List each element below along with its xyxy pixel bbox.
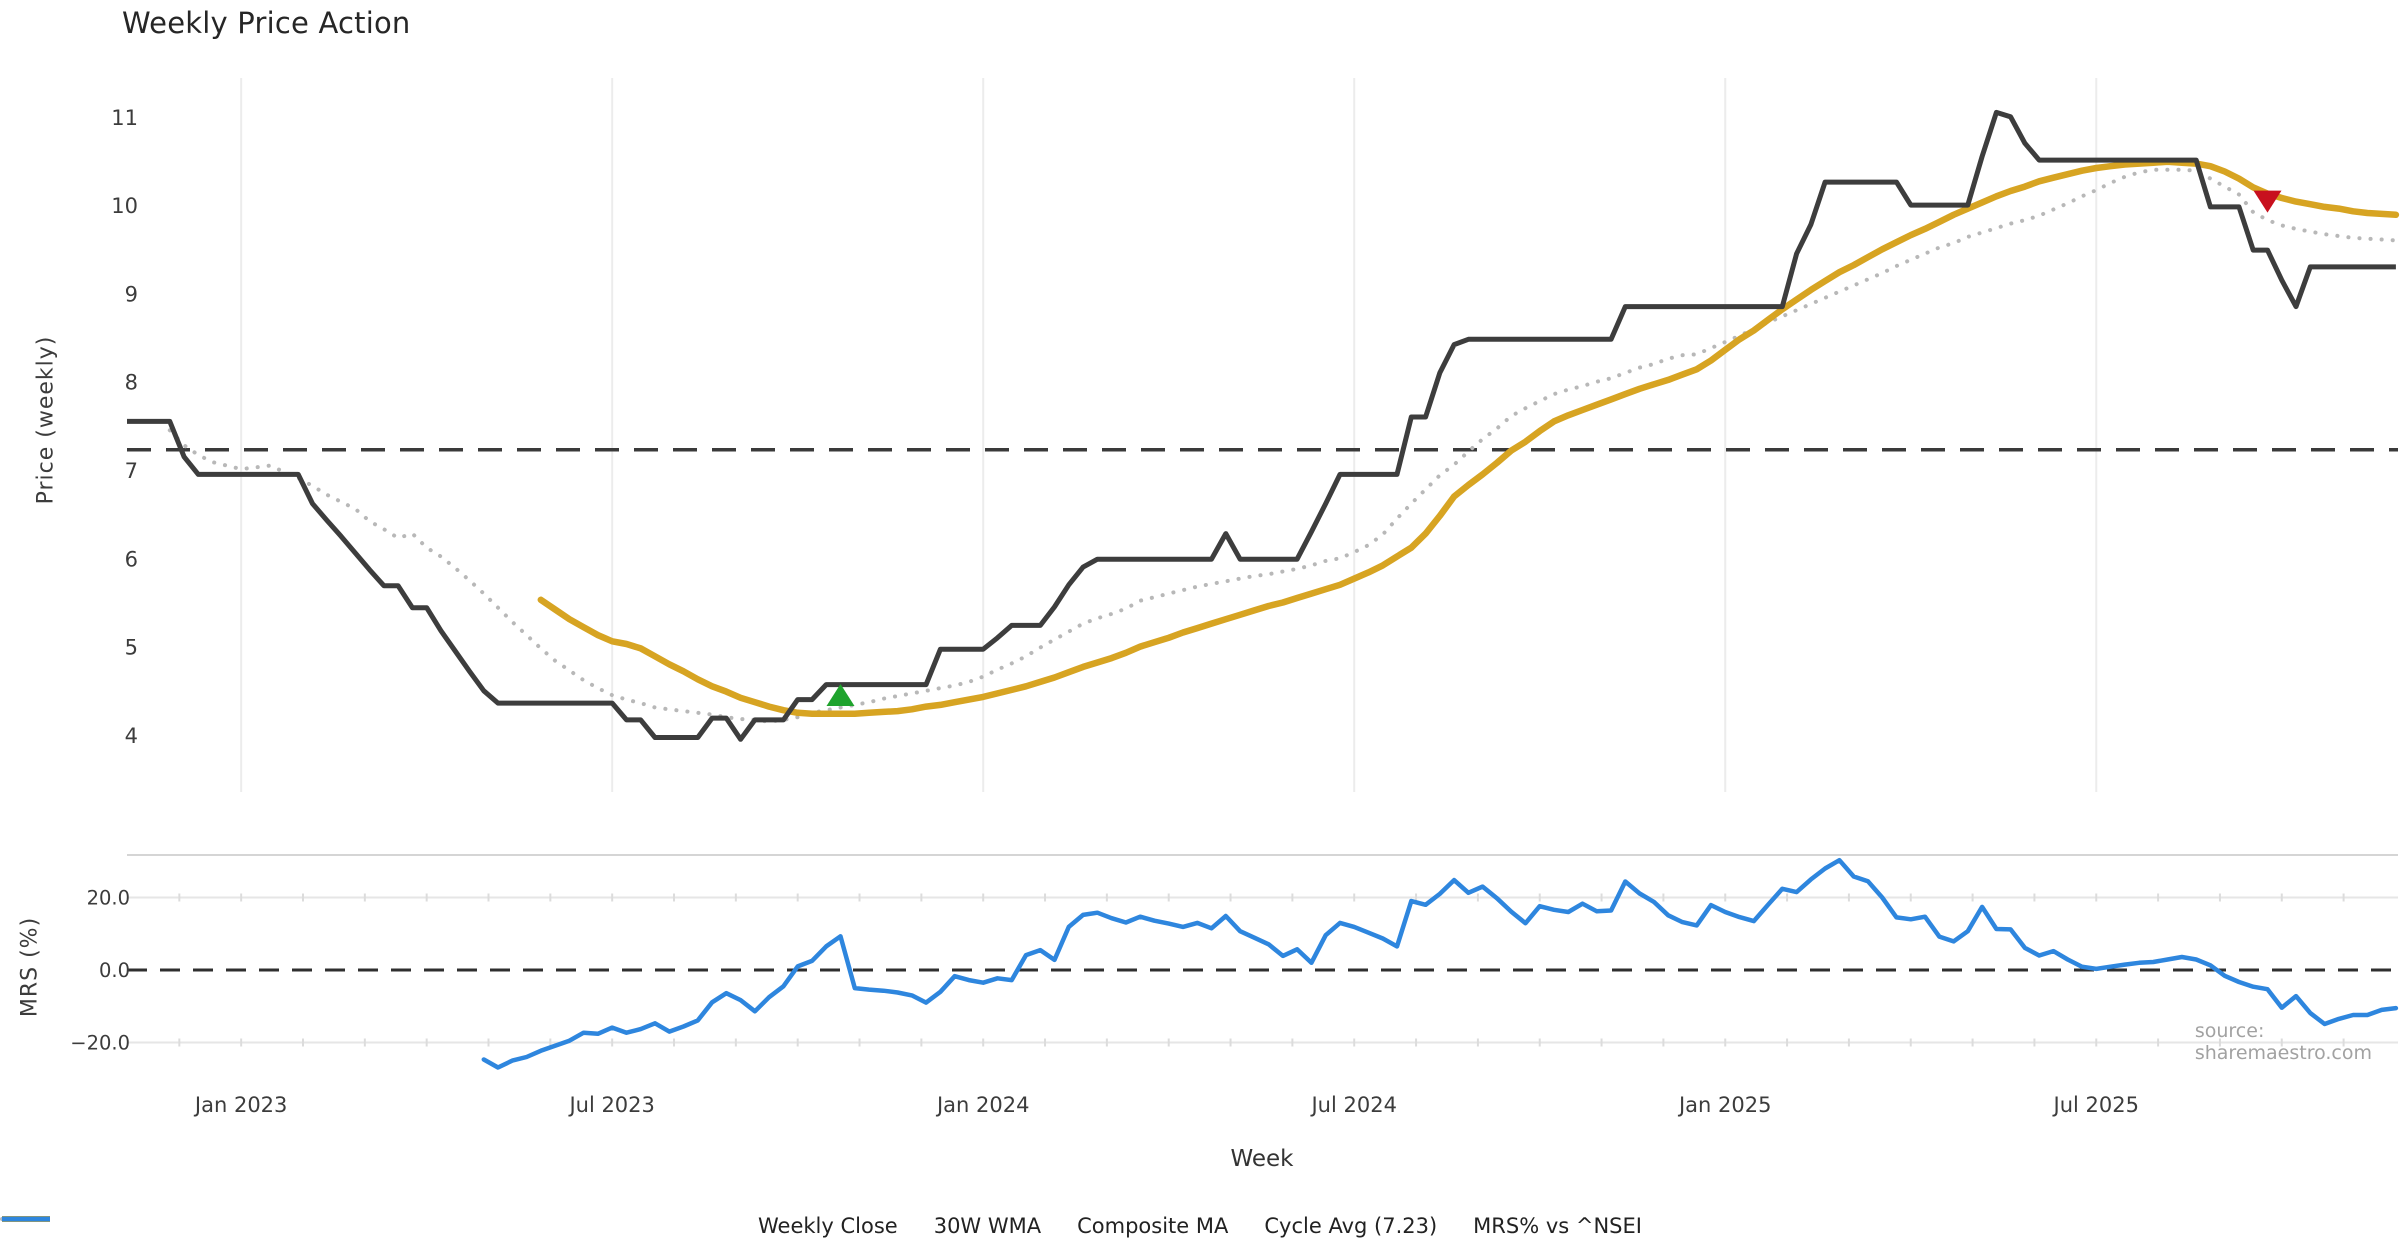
- legend: Weekly Close 30W WMA Composite MA Cycle …: [0, 1214, 2400, 1238]
- x-axis-label: Week: [1230, 1146, 1294, 1172]
- weekly-close-line: [127, 109, 2396, 742]
- mrs-tick-label: 0.0: [99, 959, 130, 982]
- price-tick-label: 8: [125, 371, 138, 395]
- mrs-axis-label: MRS (%): [17, 916, 43, 1018]
- price-tick-label: 4: [125, 724, 138, 748]
- legend-label: Weekly Close: [758, 1214, 898, 1238]
- x-tick-label: Jan 2025: [1677, 1093, 1772, 1117]
- source-watermark: source: sharemaestro.com: [2194, 1020, 2373, 1064]
- legend-label: 30W WMA: [933, 1214, 1042, 1238]
- legend-item: Cycle Avg (7.23): [2, 1214, 1438, 1238]
- wma-30w-line: [537, 158, 2400, 717]
- legend-swatch-solid: [2, 1216, 50, 1222]
- legend-item: Composite MA: [0, 1214, 1229, 1238]
- price-tick-label: 11: [111, 106, 138, 130]
- x-tick-label: Jan 2024: [935, 1093, 1030, 1117]
- price-tick-label: 10: [111, 194, 138, 218]
- legend-label: MRS% vs ^NSEI: [1473, 1214, 1642, 1238]
- buy-signal-marker: [826, 684, 855, 707]
- mrs-line: [481, 857, 2399, 1070]
- legend-label: Composite MA: [1077, 1214, 1229, 1238]
- price-tick-label: 9: [125, 282, 138, 306]
- price-tick-label: 7: [125, 459, 138, 483]
- sell-signal-marker: [2253, 190, 2282, 213]
- mrs-tick-label: 20.0: [87, 887, 130, 910]
- page-title: Weekly Price Action: [122, 6, 411, 40]
- mrs-tick-label: −20.0: [70, 1032, 130, 1055]
- price-tick-label: 6: [125, 547, 138, 571]
- price-tick-label: 5: [125, 636, 138, 660]
- legend-item: Weekly Close: [2, 1214, 898, 1238]
- legend-label: Cycle Avg (7.23): [1264, 1214, 1438, 1238]
- x-tick-label: Jul 2023: [567, 1093, 654, 1117]
- price-axis-label: Price (weekly): [33, 335, 59, 505]
- x-tick-label: Jul 2025: [2052, 1093, 2139, 1117]
- legend-item: 30W WMA: [2, 1214, 1042, 1238]
- x-tick-label: Jan 2023: [193, 1093, 288, 1117]
- composite-ma-line: [167, 167, 2398, 724]
- x-tick-label: Jul 2024: [1309, 1093, 1396, 1117]
- legend-item: MRS% vs ^NSEI: [2, 1214, 1642, 1238]
